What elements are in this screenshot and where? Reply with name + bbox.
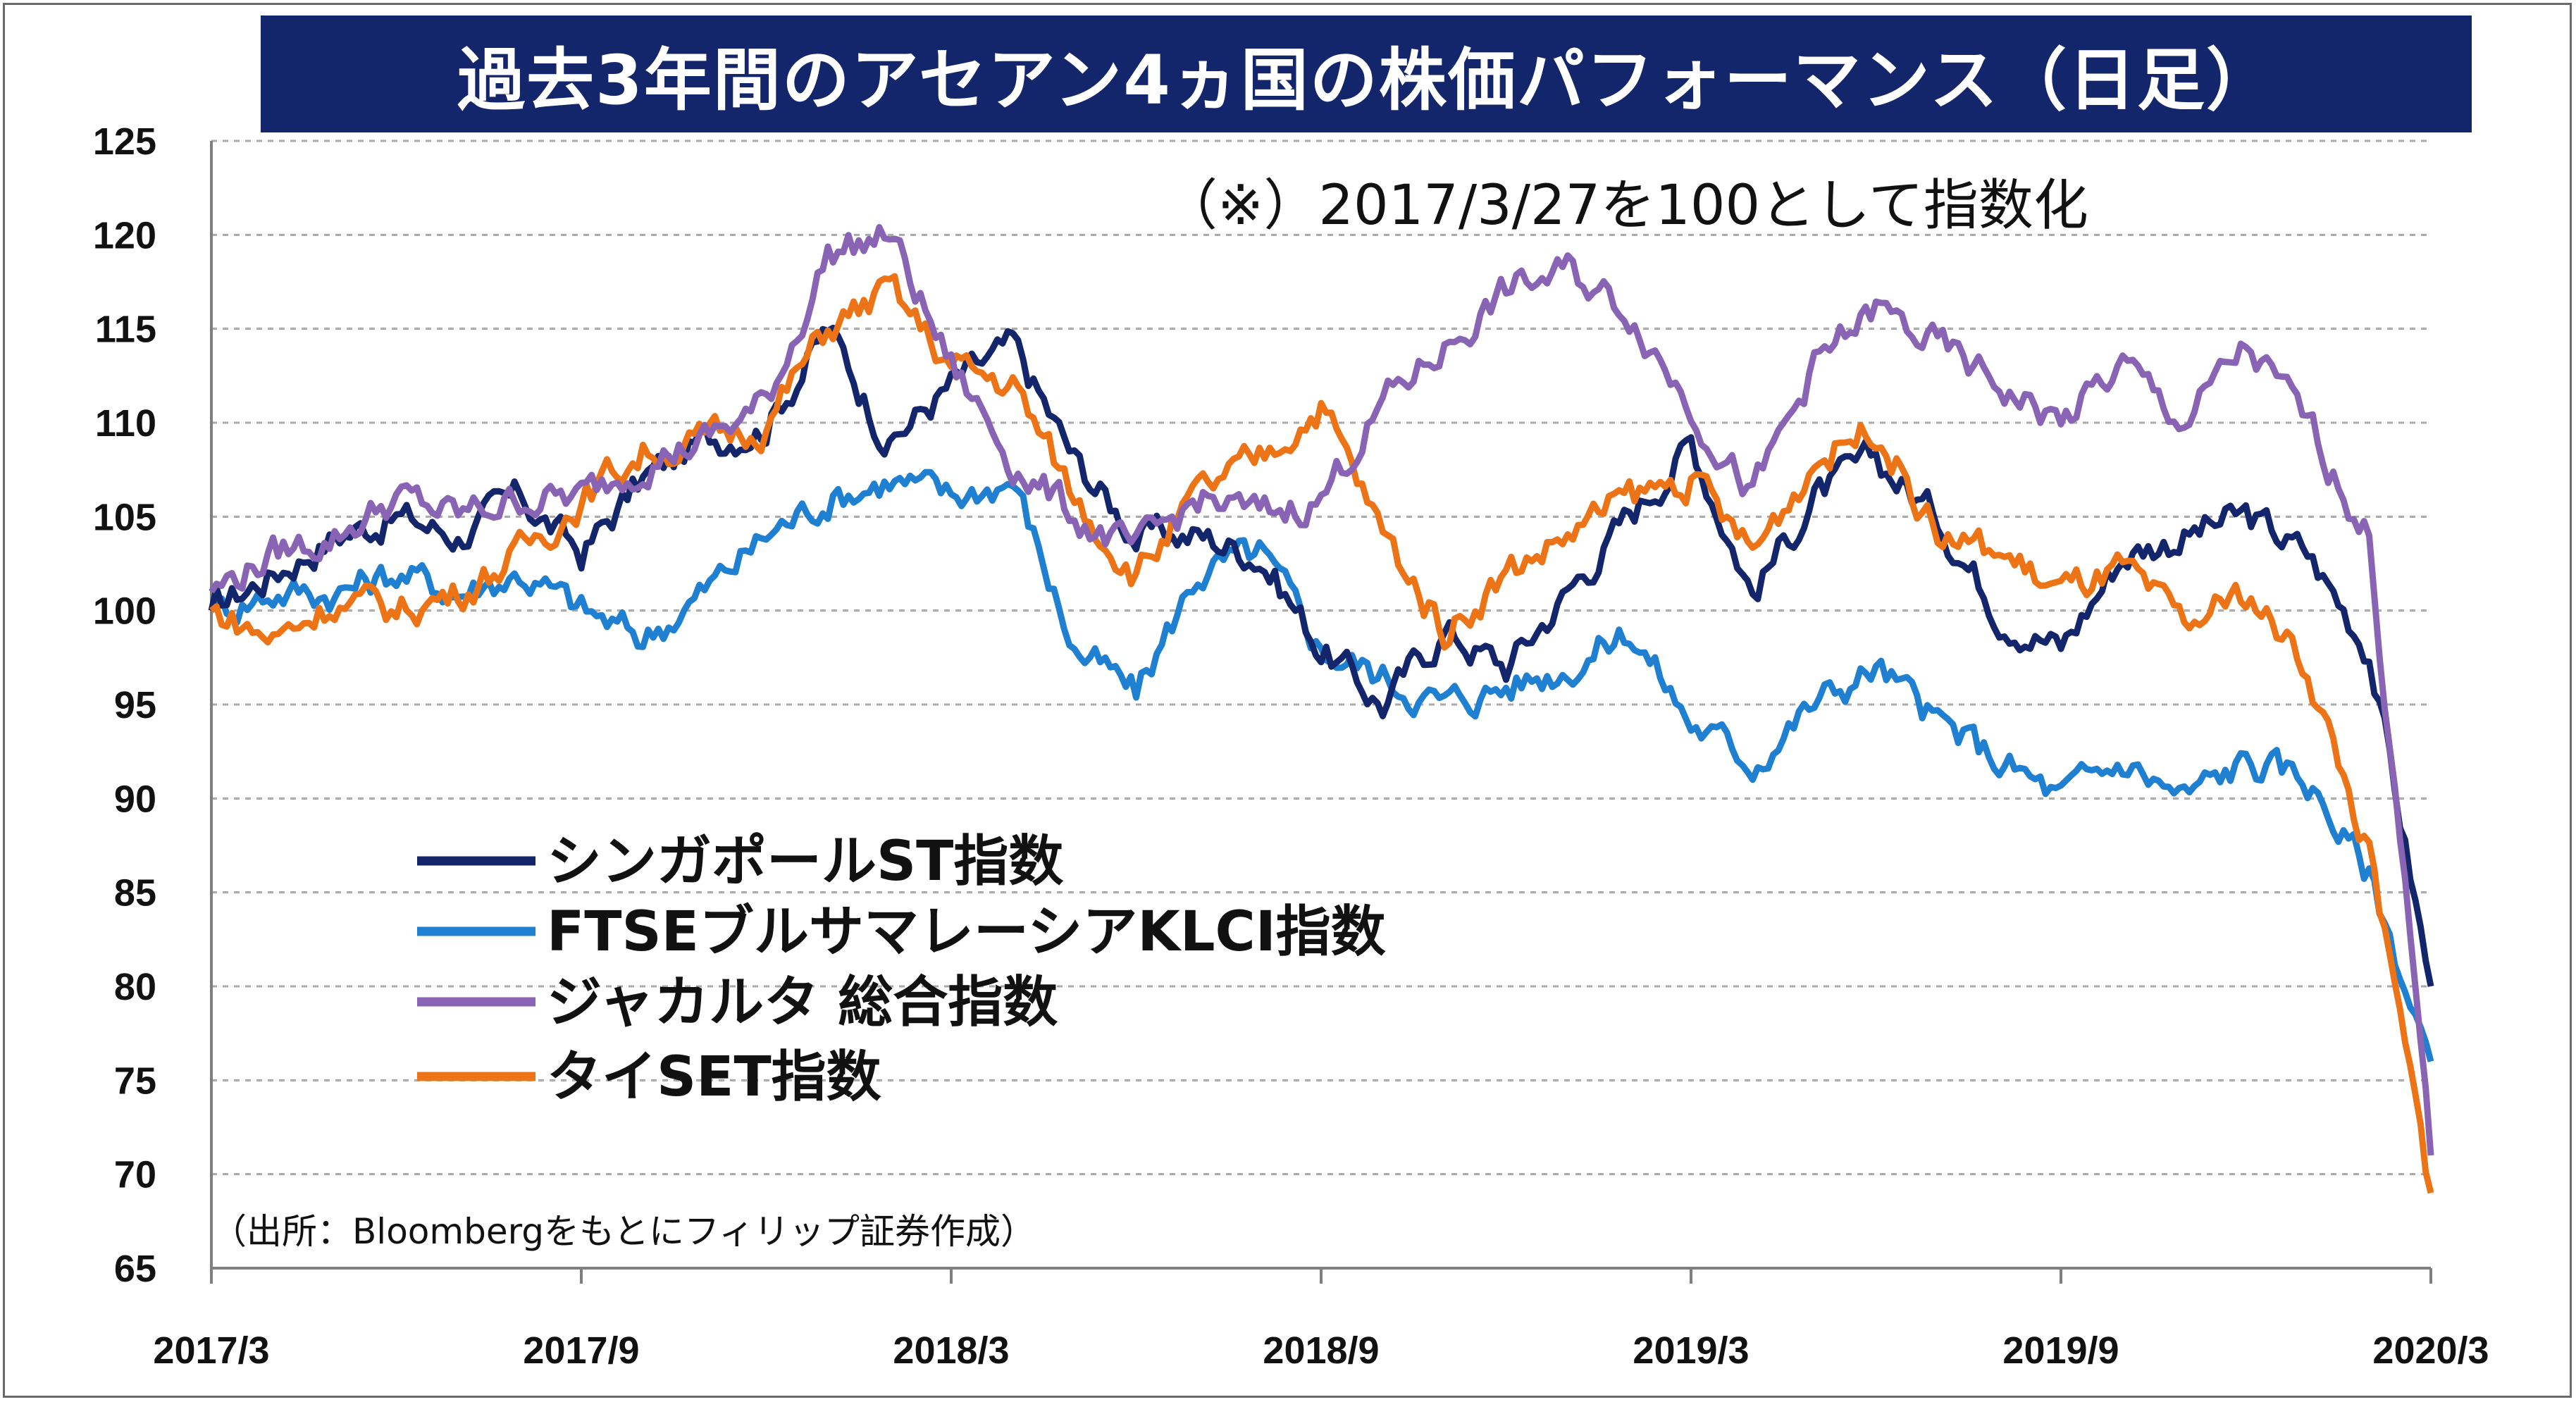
legend-label-2: ジャカルタ 総合指数 [547,971,1058,1034]
x-tick-label: 2017/3 [153,1329,269,1372]
x-tick-label: 2020/3 [2372,1329,2489,1372]
y-tick-label: 80 [114,966,156,1008]
y-tick-label: 70 [114,1154,156,1196]
y-tick-label: 90 [114,778,156,820]
y-tick-labels: 125 120 115 110 105 100 95 90 85 80 75 70 65 [93,120,156,1290]
y-tick-label: 115 [95,309,156,351]
x-tick-label: 2019/3 [1633,1329,1749,1372]
series-line-0 [208,324,2434,987]
series-lines [208,224,2434,1194]
chart-frame [3,3,2572,1398]
series-line-2 [209,224,2434,1156]
legend-label-1: FTSEブルサマレーシアKLCI指数 [547,900,1386,964]
title-bar: 過去3年間のアセアン4ヵ国の株価パフォーマンス（日足） [261,15,2472,132]
series-line-1 [209,469,2434,1062]
y-tick-label: 110 [95,402,156,445]
index-note: （※）2017/3/27を100として指数化 [1163,174,2088,237]
legend-label-3: タイSET指数 [547,1046,881,1109]
y-tick-label: 100 [93,590,156,633]
x-tick-label: 2019/9 [2002,1329,2119,1372]
x-tick-label: 2018/9 [1263,1329,1379,1372]
y-tick-label: 65 [114,1248,156,1290]
axes [210,141,2432,1284]
y-tick-label: 105 [93,496,156,538]
y-tick-label: 85 [114,872,156,914]
source-note: （出所：Bloombergをもとにフィリップ証券作成） [211,1211,1036,1252]
x-tick-label: 2017/9 [523,1329,639,1372]
chart-title: 過去3年間のアセアン4ヵ国の株価パフォーマンス（日足） [457,40,2275,120]
y-tick-label: 120 [93,214,156,256]
series-line-3 [209,273,2434,1194]
y-tick-label: 75 [114,1060,156,1102]
x-tick-label: 2018/3 [893,1329,1009,1372]
y-tick-label: 125 [93,120,156,163]
legend-label-0: シンガポールST指数 [547,830,1063,893]
x-tick-labels: 2017/3 2017/9 2018/3 2018/9 2019/3 2019/9 2020… [153,1329,2489,1372]
y-tick-label: 95 [114,684,156,726]
